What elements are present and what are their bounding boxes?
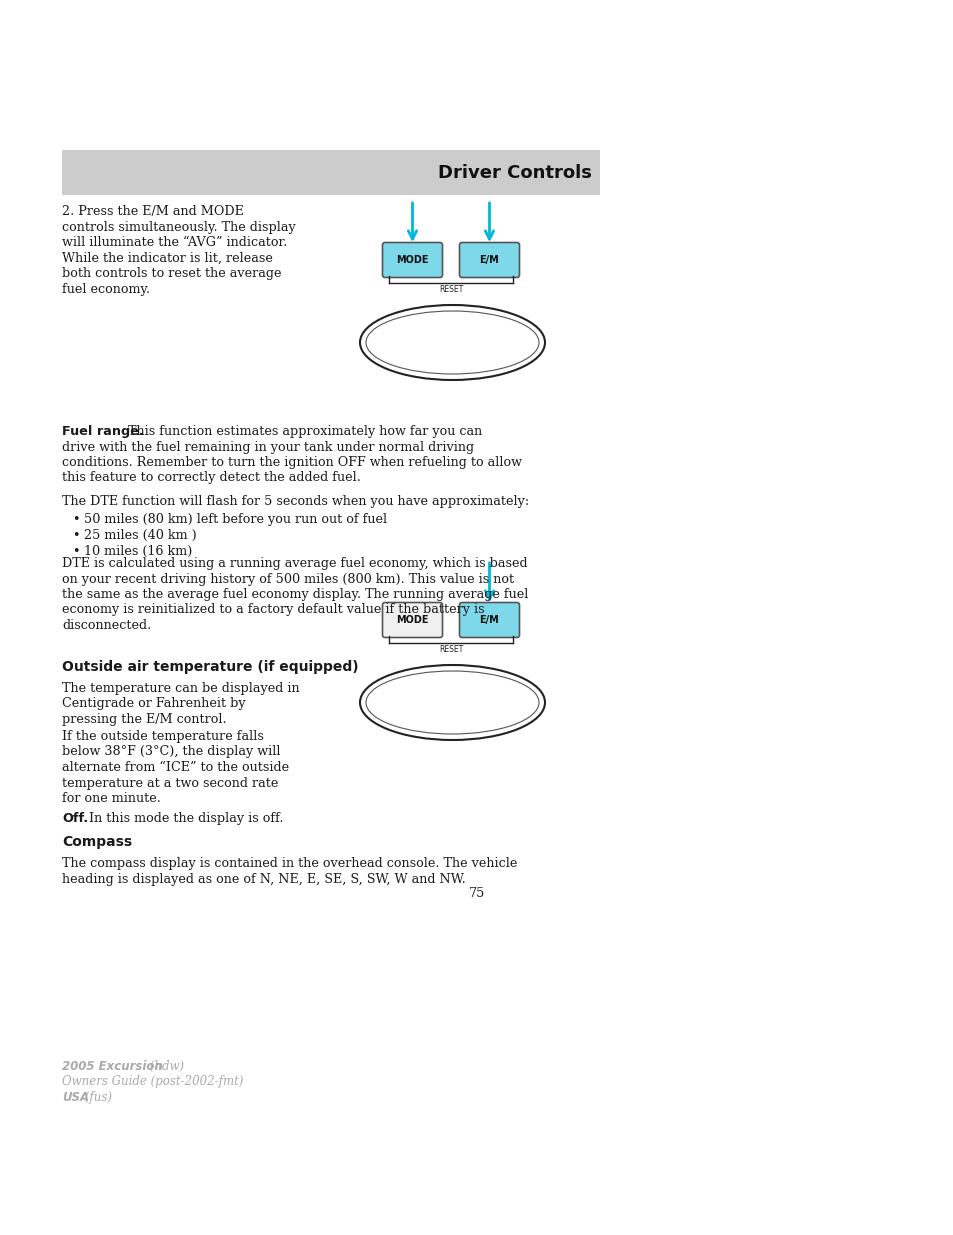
Text: Compass: Compass [62,835,132,848]
Text: conditions. Remember to turn the ignition OFF when refueling to allow: conditions. Remember to turn the ignitio… [62,456,521,469]
Ellipse shape [366,671,538,734]
Text: temperature at a two second rate: temperature at a two second rate [62,777,278,789]
Text: alternate from “ICE” to the outside: alternate from “ICE” to the outside [62,761,289,774]
Text: fuel economy.: fuel economy. [62,283,150,295]
Text: E/M: E/M [479,615,498,625]
Text: (hdw): (hdw) [146,1060,184,1073]
Text: In this mode the display is off.: In this mode the display is off. [85,811,283,825]
Text: E/M: E/M [479,254,498,266]
Text: 25 miles (40 km ): 25 miles (40 km ) [84,529,196,542]
Text: If the outside temperature falls: If the outside temperature falls [62,730,264,743]
Text: (fus): (fus) [80,1091,112,1104]
Text: 75: 75 [468,887,485,900]
FancyBboxPatch shape [382,242,442,278]
Text: Fuel range.: Fuel range. [62,425,144,438]
Text: disconnected.: disconnected. [62,619,152,632]
Text: MODE: MODE [395,615,428,625]
Text: The compass display is contained in the overhead console. The vehicle: The compass display is contained in the … [62,857,517,869]
FancyBboxPatch shape [459,603,519,637]
Text: Outside air temperature (if equipped): Outside air temperature (if equipped) [62,659,358,674]
Text: DTE is calculated using a running average fuel economy, which is based: DTE is calculated using a running averag… [62,557,527,571]
Text: The DTE function will flash for 5 seconds when you have approximately:: The DTE function will flash for 5 second… [62,495,529,508]
Text: controls simultaneously. The display: controls simultaneously. The display [62,221,295,233]
Text: pressing the E/M control.: pressing the E/M control. [62,713,227,726]
Ellipse shape [366,311,538,374]
Text: The temperature can be displayed in: The temperature can be displayed in [62,682,299,695]
Text: 2. Press the E/M and MODE: 2. Press the E/M and MODE [62,205,244,219]
Text: RESET: RESET [438,645,462,655]
Text: heading is displayed as one of N, NE, E, SE, S, SW, W and NW.: heading is displayed as one of N, NE, E,… [62,872,465,885]
Text: USA: USA [62,1091,89,1104]
Text: on your recent driving history of 500 miles (800 km). This value is not: on your recent driving history of 500 mi… [62,573,514,585]
Text: below 38°F (3°C), the display will: below 38°F (3°C), the display will [62,746,280,758]
Text: Driver Controls: Driver Controls [437,163,592,182]
Text: the same as the average fuel economy display. The running average fuel: the same as the average fuel economy dis… [62,588,528,601]
FancyBboxPatch shape [382,603,442,637]
Text: Off.: Off. [62,811,88,825]
FancyBboxPatch shape [459,242,519,278]
Text: MODE: MODE [395,254,428,266]
Text: RESET: RESET [438,285,462,294]
Bar [62,149,599,195]
Text: 2005 Excursion: 2005 Excursion [62,1060,163,1073]
Text: will illuminate the “AVG” indicator.: will illuminate the “AVG” indicator. [62,236,287,249]
Text: •: • [71,514,79,526]
Text: Centigrade or Fahrenheit by: Centigrade or Fahrenheit by [62,698,245,710]
Text: •: • [71,545,79,557]
Text: •: • [71,529,79,542]
Text: Owners Guide (post-2002-fmt): Owners Guide (post-2002-fmt) [62,1076,243,1088]
Text: 50 miles (80 km) left before you run out of fuel: 50 miles (80 km) left before you run out… [84,514,387,526]
Ellipse shape [359,664,544,740]
Text: This function estimates approximately how far you can: This function estimates approximately ho… [124,425,481,438]
Ellipse shape [359,305,544,380]
Text: this feature to correctly detect the added fuel.: this feature to correctly detect the add… [62,472,360,484]
Text: While the indicator is lit, release: While the indicator is lit, release [62,252,273,264]
Text: for one minute.: for one minute. [62,792,161,805]
Text: 10 miles (16 km): 10 miles (16 km) [84,545,193,557]
Text: economy is reinitialized to a factory default value if the battery is: economy is reinitialized to a factory de… [62,604,484,616]
Text: both controls to reset the average: both controls to reset the average [62,267,281,280]
Text: drive with the fuel remaining in your tank under normal driving: drive with the fuel remaining in your ta… [62,441,474,453]
